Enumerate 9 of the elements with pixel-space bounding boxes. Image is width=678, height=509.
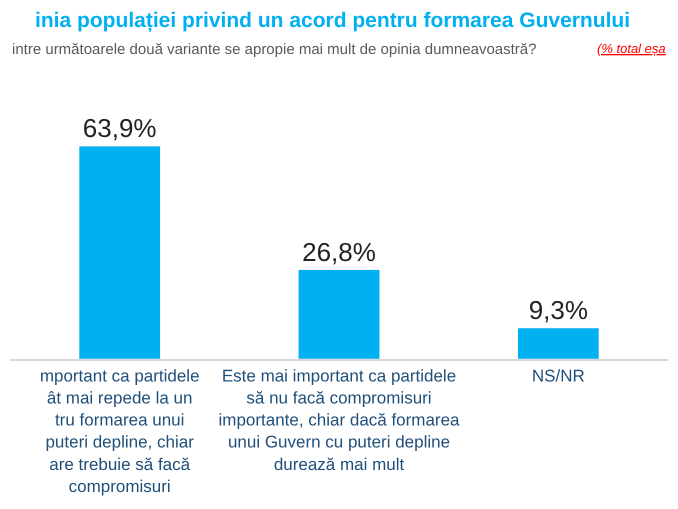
x-tick-label: NS/NR xyxy=(532,366,585,386)
chart-title: inia populației privind un acord pentru formarea Guvernului xyxy=(35,9,630,32)
x-tick-label: Este mai important ca partidele să nu facă compromisuri importante, chiar dacă formarea unui Guvern cu puteri depline durează mai mult xyxy=(218,366,460,474)
chart-subtitle: intre următoarele două variante se apropie mai mult de opinia dumneavoastră? xyxy=(12,41,536,58)
data-label: 63,9% xyxy=(82,113,157,144)
data-label: 9,3% xyxy=(528,295,588,326)
x-tick-label: mportant ca partidele ât mai repede la un tru formarea unui puteri depline, chiar are trebuie să facă compromisuri xyxy=(40,366,200,496)
data-label: 26,8% xyxy=(302,236,376,267)
text: (% total eșa xyxy=(597,41,666,56)
